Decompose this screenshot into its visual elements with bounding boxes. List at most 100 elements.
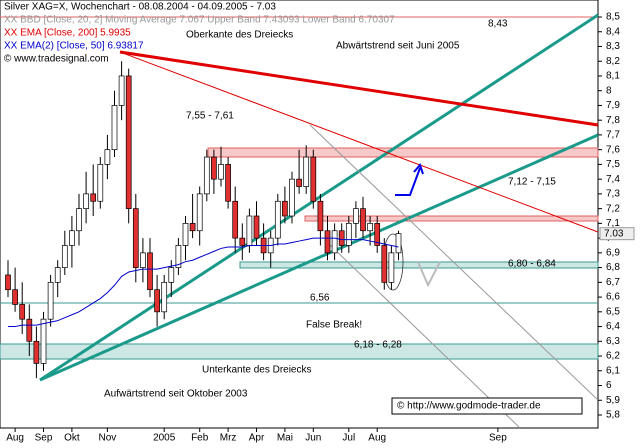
x-tick-label: Feb [191,433,209,444]
trend-line [119,51,599,233]
x-tick-label: Jun [305,433,321,444]
candle-body [338,230,345,246]
candle-body [182,223,189,246]
x-tick-label: Nov [99,433,117,444]
last-price: 7.03 [604,228,624,239]
annotation: 6,56 [310,293,330,304]
y-tick-label: 6,9 [606,247,620,258]
y-tick-label: 8,2 [606,56,620,67]
candle-body [12,289,18,305]
x-tick-label: Sep [489,433,507,444]
annotation: 6,80 - 6,84 [508,259,556,270]
y-tick-label: 8,1 [606,71,620,82]
candle-body [282,200,288,217]
x-tick-label: Jul [342,433,355,444]
candle-body [104,149,111,165]
y-tick-label: 6,6 [606,292,620,303]
y-tick-label: 6,2 [606,351,620,362]
candle-body [189,223,196,232]
candle-body [345,223,352,246]
y-tick-label: 7,3 [606,189,620,200]
y-tick-label: 7,8 [606,115,620,126]
candle-body [40,318,47,364]
candle-body [111,105,118,151]
y-tick-label: 8,5 [606,12,620,23]
candle-body [246,215,253,246]
candle-body [175,245,182,268]
resistance-zone [304,215,599,222]
arrow [417,261,441,288]
candle-body [310,156,317,202]
y-tick-label: 7,5 [606,159,620,170]
annotation: 6,18 - 6,28 [354,340,402,351]
candle-body [47,281,54,320]
y-tick-label: 6,1 [606,365,620,376]
candle-body [367,223,373,232]
y-tick-label: 6,4 [606,321,620,332]
watermark: © http://www.godmode-trader.de [397,401,541,412]
candle-body [97,164,104,202]
trend-line [39,133,599,382]
channel-line [309,124,599,401]
chart-title: Silver XAG=X, Wochenchart - 08.08.2004 -… [4,2,276,13]
candle-body [239,237,246,246]
candle-body [196,193,203,232]
candle-body [232,200,239,239]
y-tick-label: 8,3 [606,41,620,52]
y-tick-label: 8 [606,85,612,96]
resistance-zone [207,147,599,158]
candle-body [132,208,139,268]
watermark-box [391,397,583,415]
y-tick-label: 6 [606,380,612,391]
y-tick-label: 7,4 [606,174,620,185]
marks [5,61,402,379]
x-tick-label: Aug [368,433,386,444]
x-tick-label: 2005 [153,433,176,444]
y-tick-label: 7,9 [606,100,620,111]
y-tick-label: 7,2 [606,203,620,214]
x-tick-label: Apr [249,433,265,444]
x-tick-label: Aug [6,433,24,444]
candle-body [374,223,381,246]
annotation: Unterkante des Dreiecks [202,365,312,376]
y-tick-label: 6,8 [606,262,620,273]
candle-body [161,281,168,313]
annotation: False Break! [306,320,362,331]
candle-body [331,230,338,254]
candle-body [388,252,395,283]
candle-body [147,252,153,291]
candle-body [54,267,61,283]
annotation: Aufwärtstrend seit Oktober 2003 [104,389,248,400]
candle-body [225,164,231,202]
annotation: 8,43 [488,19,508,30]
candle-body [125,75,132,209]
candle-body [360,208,366,232]
candle-body [296,178,302,187]
candle-body [218,164,224,180]
candle-body [69,230,75,246]
candle-body [324,230,331,254]
annotation: 7,55 - 7,61 [186,111,234,122]
y-tick-label: 7,7 [606,130,620,141]
x-tick-label: Mai [277,433,293,444]
annotation: Oberkante des Dreiecks [186,30,293,41]
candle-body [381,245,388,283]
last-price-box [599,227,635,241]
x-tick-label: Okt [64,433,80,444]
y-tick-label: 5,8 [606,410,620,421]
candle-body [5,274,11,291]
ema-line [8,237,399,328]
annotation: Abwärtstrend seit Juni 2005 [336,41,460,52]
trend-line [39,13,599,382]
legend-entry: XX EMA [Close, 200] 5.9935 [4,28,131,39]
candle-body [26,318,33,342]
y-tick-label: 6,5 [606,306,620,317]
legend-entry: © www.tradesignal.com [4,54,109,65]
candle-body [203,156,210,195]
arrow [395,163,424,196]
candle-body [90,193,97,202]
candle-body [33,340,40,364]
support-zone [0,343,599,360]
candle-body [168,267,175,283]
